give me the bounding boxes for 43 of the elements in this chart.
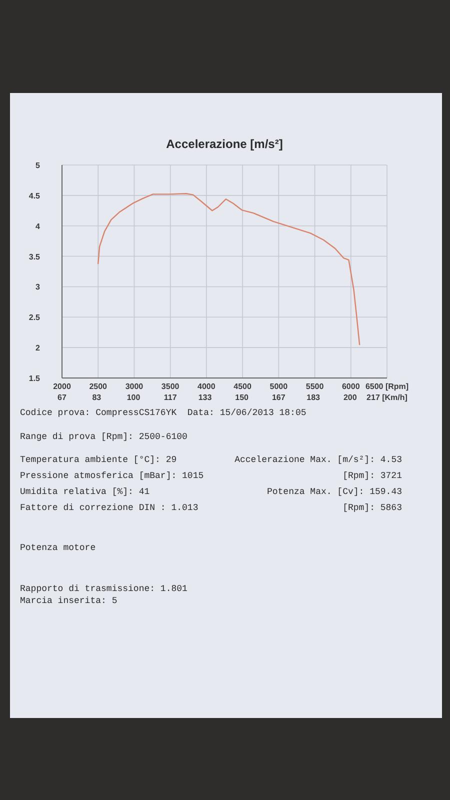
text: Codice prova: CompressCS176YK Data: 15/06/2013 18:05: [20, 407, 308, 420]
text: Range di prova [Rpm]: 2500-6100: [20, 431, 188, 444]
text: [Rpm]: 3721: [342, 470, 402, 483]
x-tick-label: 4000: [198, 382, 216, 391]
y-tick-label: 5: [36, 161, 41, 170]
text: [Rpm]: 5863: [342, 502, 402, 515]
x-tick-label: 4500: [234, 382, 252, 391]
text: Accelerazione Max. [m/s²]: 4.53: [234, 454, 402, 467]
y-tick-label: 4: [36, 222, 41, 231]
x-tick-label: 5500: [306, 382, 324, 391]
x2-tick-label: 67: [58, 393, 67, 402]
text: Umidita relativa [%]: 41: [20, 486, 151, 499]
x2-tick-label: 167: [272, 393, 286, 402]
x2-tick-label: 217 [Km/h]: [366, 393, 408, 402]
y-tick-label: 3.5: [28, 252, 41, 262]
text: Potenza motore: [20, 542, 97, 555]
text: Rapporto di trasmissione: 1.801: [20, 583, 188, 595]
x-tick-label: 3500: [161, 382, 180, 391]
x-tick-label: 6500 [Rpm]: [365, 382, 409, 391]
x2-tick-label: 117: [164, 393, 178, 402]
x2-tick-label: 183: [306, 393, 321, 402]
y-tick-label: 2.5: [28, 313, 41, 322]
x2-tick-label: 200: [343, 393, 358, 402]
x-tick-label: 5000: [270, 382, 288, 391]
text: Fattore di correzione DIN : 1.013: [20, 502, 200, 515]
line-series: [98, 193, 360, 346]
text: Potenza Max. [Cv]: 159.43: [266, 486, 402, 499]
x2-tick-label: 150: [235, 393, 250, 402]
y-tick-label: 3: [36, 282, 41, 292]
x-tick-label: 2500: [89, 382, 108, 391]
x-tick-label: 2000: [53, 382, 72, 391]
text: Pressione atmosferica [mBar]: 1015: [20, 470, 205, 483]
x2-tick-label: 100: [126, 393, 141, 402]
text: Temperatura ambiente [°C]: 29: [20, 454, 178, 467]
y-tick-label: 4.5: [28, 191, 41, 200]
x2-tick-label: 83: [92, 393, 102, 402]
x-tick-label: 6000: [342, 382, 360, 391]
y-tick-label: 2: [36, 344, 41, 353]
text: Marcia inserita: 5: [20, 595, 118, 607]
x-tick-label: 3000: [125, 382, 144, 391]
x2-tick-label: 133: [198, 393, 212, 402]
chart-title: Accelerazione [m/s²]: [165, 137, 284, 151]
y-tick-label: 1.5: [28, 374, 41, 383]
